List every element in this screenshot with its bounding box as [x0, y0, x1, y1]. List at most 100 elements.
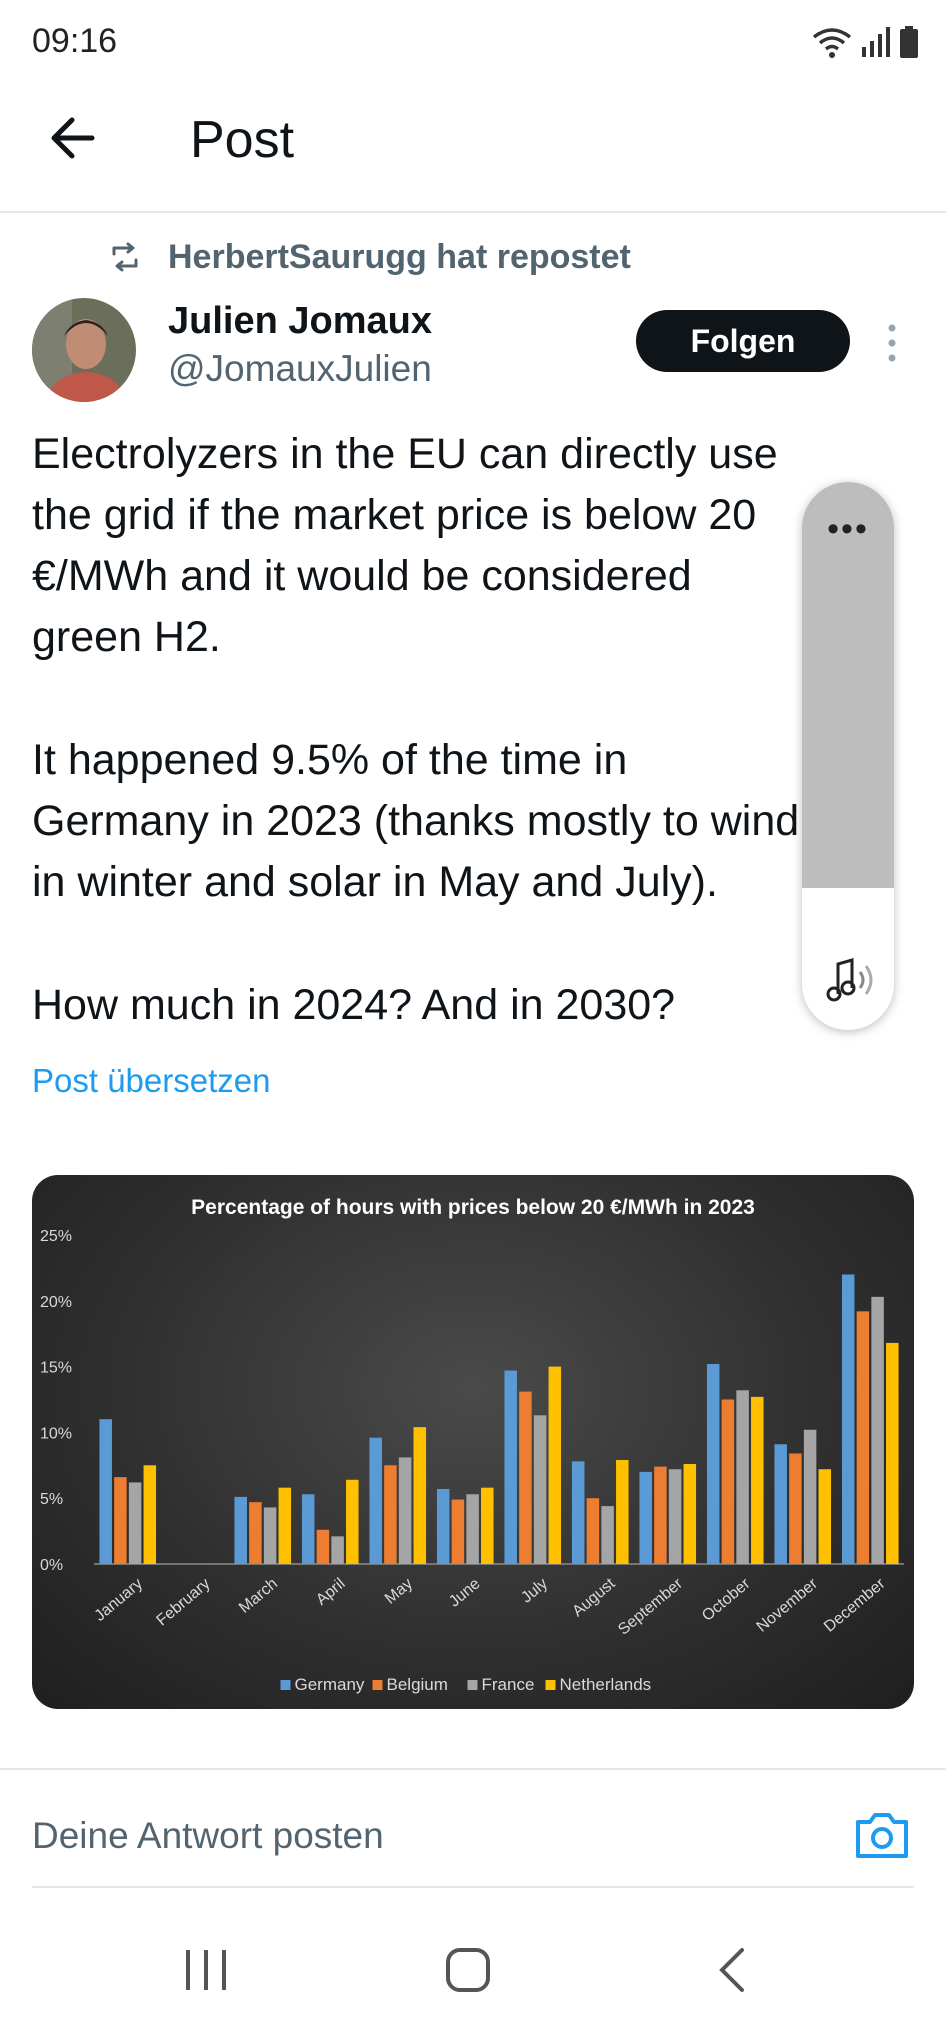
bar-germany-january: [99, 1419, 112, 1564]
chart-image[interactable]: Percentage of hours with prices below 20…: [32, 1175, 914, 1709]
overlay-more-icon[interactable]: •••: [827, 510, 869, 548]
bar-france-july: [533, 1415, 547, 1564]
y-tick-label: 5%: [40, 1491, 63, 1508]
y-tick-label: 0%: [40, 1557, 63, 1574]
floating-overlay-panel[interactable]: •••: [802, 482, 894, 1030]
more-vertical-icon[interactable]: [880, 322, 904, 364]
bar-netherlands-june: [481, 1487, 494, 1564]
reply-divider-top: [0, 1768, 946, 1770]
bar-belgium-august: [586, 1498, 600, 1564]
x-tick-label: October: [699, 1575, 754, 1625]
bar-belgium-november: [789, 1453, 802, 1564]
bar-germany-may: [369, 1437, 382, 1564]
bar-france-june: [466, 1494, 479, 1564]
battery-icon: [900, 26, 918, 58]
back-arrow-icon[interactable]: [44, 108, 104, 168]
bar-belgium-april: [316, 1529, 330, 1564]
x-tick-label: November: [754, 1575, 822, 1636]
bar-netherlands-january: [143, 1465, 157, 1564]
y-tick-label: 25%: [40, 1228, 72, 1245]
status-time: 09:16: [32, 22, 118, 60]
bar-germany-march: [234, 1496, 247, 1564]
home-icon[interactable]: [438, 1940, 498, 2000]
tweet-line: in winter and solar in May and July).: [32, 858, 718, 906]
tweet-line: Germany in 2023 (thanks mostly to wind: [32, 797, 800, 845]
reply-divider-bottom: [32, 1886, 914, 1888]
translate-link[interactable]: Post übersetzen: [32, 1062, 271, 1099]
bar-france-april: [331, 1536, 344, 1564]
legend-swatch-belgium: [372, 1680, 383, 1690]
bar-belgium-june: [451, 1499, 465, 1564]
bar-germany-april: [301, 1494, 315, 1564]
x-tick-label: January: [92, 1575, 147, 1625]
nav-back-icon[interactable]: [704, 1940, 764, 2000]
avatar[interactable]: [32, 298, 136, 402]
bar-netherlands-march: [278, 1487, 292, 1564]
y-tick-label: 10%: [40, 1425, 72, 1442]
bar-netherlands-april: [346, 1479, 359, 1564]
bar-chart: Percentage of hours with prices below 20…: [40, 1196, 904, 1694]
bar-france-september: [668, 1469, 682, 1564]
x-tick-label: September: [615, 1575, 686, 1639]
overlay-handle[interactable]: [802, 482, 894, 888]
wifi-icon: [812, 28, 852, 58]
legend-swatch-germany: [280, 1680, 291, 1690]
bar-netherlands-december: [886, 1342, 899, 1564]
legend-label-netherlands: Netherlands: [560, 1675, 652, 1694]
legend-label-france: France: [482, 1675, 535, 1694]
bar-netherlands-november: [818, 1469, 832, 1564]
bar-france-december: [871, 1296, 884, 1564]
x-tick-label: July: [518, 1575, 551, 1606]
legend-label-belgium: Belgium: [387, 1675, 448, 1694]
y-tick-label: 20%: [40, 1294, 72, 1311]
author-name[interactable]: Julien Jomaux: [168, 300, 432, 342]
bar-belgium-december: [856, 1311, 870, 1564]
bar-belgium-may: [384, 1465, 397, 1564]
x-tick-label: March: [236, 1575, 281, 1617]
reply-input[interactable]: Deine Antwort posten: [32, 1815, 384, 1856]
legend-label-germany: Germany: [295, 1675, 365, 1694]
x-tick-label: April: [313, 1575, 348, 1609]
bar-france-november: [803, 1429, 817, 1564]
x-tick-label: May: [382, 1575, 416, 1607]
bar-belgium-september: [654, 1466, 667, 1564]
repost-icon: [112, 242, 138, 272]
bar-france-january: [128, 1482, 142, 1564]
chart-title: Percentage of hours with prices below 20…: [191, 1196, 755, 1219]
sound-icon[interactable]: [822, 954, 878, 1006]
bar-france-august: [601, 1506, 614, 1564]
bar-germany-june: [436, 1488, 450, 1564]
header-divider: [0, 211, 946, 213]
tweet-line: How much in 2024? And in 2030?: [32, 981, 676, 1029]
bar-belgium-october: [721, 1399, 735, 1564]
recents-icon[interactable]: [176, 1940, 236, 2000]
bar-netherlands-september: [683, 1463, 697, 1564]
bar-france-october: [736, 1390, 749, 1564]
bar-belgium-january: [114, 1477, 127, 1564]
bar-france-march: [263, 1507, 277, 1564]
status-icons: [812, 24, 918, 60]
y-tick-label: 15%: [40, 1360, 72, 1377]
x-tick-label: June: [446, 1575, 484, 1610]
camera-icon[interactable]: [854, 1810, 910, 1860]
x-tick-label: December: [821, 1575, 889, 1636]
legend-swatch-netherlands: [545, 1680, 556, 1690]
x-tick-label: August: [569, 1575, 619, 1620]
x-tick-label: February: [154, 1575, 214, 1629]
bar-belgium-march: [249, 1502, 262, 1564]
bar-belgium-july: [519, 1391, 532, 1564]
bar-germany-december: [841, 1274, 855, 1564]
bar-france-may: [398, 1457, 412, 1564]
bar-germany-august: [571, 1461, 585, 1564]
repost-label[interactable]: HerbertSaurugg hat repostet: [168, 238, 631, 276]
page-title: Post: [190, 111, 295, 169]
bar-germany-november: [774, 1444, 787, 1564]
bar-netherlands-may: [413, 1427, 427, 1564]
bar-netherlands-october: [751, 1396, 764, 1564]
bar-netherlands-july: [548, 1366, 562, 1564]
tweet-line: €/MWh and it would be considered: [32, 552, 692, 600]
tweet-line: the grid if the market price is below 20: [32, 491, 757, 539]
follow-button[interactable]: Folgen: [636, 310, 850, 372]
bar-germany-october: [706, 1363, 720, 1564]
author-handle[interactable]: @JomauxJulien: [168, 348, 432, 389]
